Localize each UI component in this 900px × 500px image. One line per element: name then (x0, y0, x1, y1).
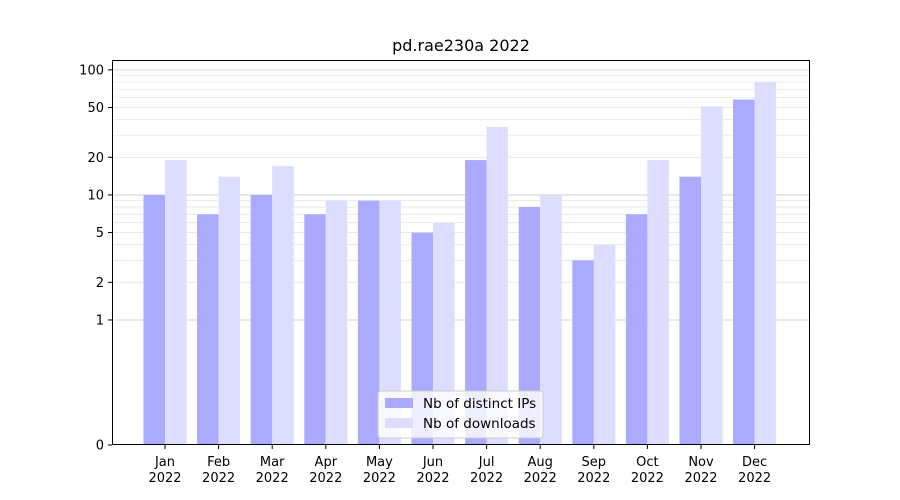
bar-distinct-ips (304, 214, 326, 445)
x-axis: Jan 2022 Feb 2022 Mar 2022 Apr 2022 May 2022 Jun 20… (148, 445, 771, 486)
bar-downloads (325, 200, 348, 445)
bar-downloads (379, 200, 401, 445)
y-tick-label: 2 (96, 276, 104, 291)
legend-swatch (385, 418, 413, 428)
y-tick-label: 20 (87, 151, 104, 166)
bar-distinct-ips (465, 160, 487, 445)
y-tick-label: 0 (96, 439, 104, 454)
bars (143, 82, 777, 446)
bar-downloads (593, 244, 616, 445)
bar-downloads (540, 194, 562, 445)
bar-downloads (433, 222, 455, 445)
y-tick-label: 100 (79, 63, 104, 78)
x-tick-label: Aug 2022 (524, 455, 557, 486)
x-tick-label: Feb 2022 (202, 455, 235, 486)
bar-distinct-ips (625, 214, 648, 445)
bar-distinct-ips (197, 214, 219, 445)
x-tick-label: Mar 2022 (256, 455, 289, 486)
y-axis: 0 1 2 5 10 20 50 100 (79, 63, 112, 454)
plot-frame (112, 60, 810, 445)
legend: Nb of distinct IPs Nb of downloads (377, 390, 544, 439)
bar-distinct-ips (733, 99, 755, 446)
chart-title: pd.rae230a 2022 (392, 36, 530, 55)
bar-downloads (647, 160, 669, 445)
y-tick-label: 10 (87, 188, 104, 203)
legend-label: Nb of distinct IPs (423, 396, 536, 412)
bar-downloads (218, 176, 241, 445)
bar-distinct-ips (679, 176, 701, 445)
bar-distinct-ips (143, 194, 165, 445)
y-tick-label: 1 (96, 313, 104, 328)
legend-label: Nb of downloads (423, 416, 536, 432)
bar-downloads (486, 126, 509, 446)
x-tick-label: Dec 2022 (738, 455, 771, 486)
x-tick-label: Jan 2022 (148, 455, 181, 486)
legend-box (377, 390, 544, 439)
y-tick-label: 50 (87, 101, 104, 116)
bar-distinct-ips (572, 260, 594, 445)
x-tick-label: Jul 2022 (470, 455, 503, 486)
bar-distinct-ips (250, 194, 273, 445)
bar-downloads (701, 106, 723, 445)
x-tick-label: Nov 2022 (684, 455, 717, 486)
x-tick-label: Sep 2022 (577, 455, 610, 486)
x-tick-label: Apr 2022 (309, 455, 342, 486)
bar-distinct-ips (357, 200, 380, 445)
bar-downloads (754, 82, 777, 445)
x-tick-label: Jun 2022 (416, 455, 449, 486)
bar-downloads (272, 166, 294, 445)
y-tick-label: 5 (96, 226, 104, 241)
x-tick-label: Oct 2022 (631, 455, 664, 486)
bar-downloads (165, 160, 187, 445)
x-tick-label: May 2022 (363, 455, 396, 486)
legend-swatch (385, 398, 413, 408)
bar-distinct-ips (518, 207, 541, 445)
